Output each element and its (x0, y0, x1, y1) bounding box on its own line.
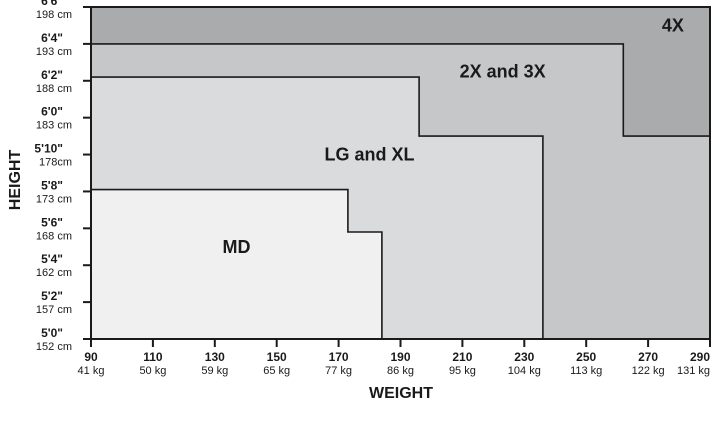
y-tick-sublabel: 173 cm (36, 193, 72, 205)
y-tick-label: 5'6" (41, 215, 63, 229)
y-tick-sublabel: 198 cm (36, 9, 72, 21)
region-label-4x: 4X (662, 15, 684, 35)
y-tick-label: 5'4" (41, 252, 63, 266)
y-tick-sublabel: 183 cm (36, 120, 72, 132)
y-tick-label: 6'2" (41, 68, 63, 82)
x-tick-sublabel: 77 kg (325, 365, 352, 377)
x-tick-sublabel: 131 kg (677, 365, 710, 377)
y-tick-label: 6'6" (41, 0, 63, 8)
x-tick-label: 110 (143, 350, 163, 364)
x-tick-label: 270 (638, 350, 658, 364)
x-tick-label: 230 (514, 350, 534, 364)
y-axis-title: HEIGHT (7, 150, 24, 211)
y-tick-sublabel: 152 cm (36, 341, 72, 353)
x-tick-label: 90 (84, 350, 98, 364)
x-tick-sublabel: 95 kg (449, 365, 476, 377)
y-tick-sublabel: 188 cm (36, 83, 72, 95)
y-tick-sublabel: 168 cm (36, 230, 72, 242)
y-tick-label: 6'0" (41, 105, 63, 119)
x-tick-sublabel: 122 kg (632, 365, 665, 377)
y-tick-label: 6'4" (41, 31, 63, 45)
x-tick-label: 130 (205, 350, 225, 364)
x-tick-sublabel: 113 kg (570, 365, 602, 377)
y-tick-label: 5'0" (41, 326, 63, 340)
x-tick-sublabel: 65 kg (263, 365, 290, 377)
y-axis-ticks: 5'0"152 cm 5'2"157 cm 5'4"162 cm 5'6"168 cm… (34, 0, 91, 353)
region-label-2x-and-3x: 2X and 3X (460, 62, 546, 82)
y-tick-label: 5'2" (41, 289, 63, 303)
x-tick-label: 210 (452, 350, 472, 364)
x-axis-title: WEIGHT (369, 385, 433, 402)
x-tick-sublabel: 41 kg (78, 365, 105, 377)
y-tick-sublabel: 157 cm (36, 304, 72, 316)
x-tick-sublabel: 59 kg (201, 365, 228, 377)
x-tick-label: 190 (390, 350, 410, 364)
size-regions (90, 6, 711, 340)
x-tick-sublabel: 86 kg (387, 365, 414, 377)
y-tick-sublabel: 162 cm (36, 267, 72, 279)
y-tick-label: 5'8" (41, 178, 63, 192)
x-tick-label: 250 (576, 350, 596, 364)
x-tick-label: 150 (267, 350, 287, 364)
y-tick-sublabel: 178cm (39, 157, 72, 169)
x-tick-sublabel: 50 kg (139, 365, 166, 377)
region-label-md: MD (222, 237, 250, 257)
region-label-lg-and-xl: LG and XL (325, 145, 415, 165)
x-tick-sublabel: 104 kg (508, 365, 541, 377)
y-tick-sublabel: 193 cm (36, 46, 72, 58)
y-tick-label: 5'10" (34, 142, 63, 156)
x-tick-label: 170 (329, 350, 349, 364)
region-labels: 4X 2X and 3X LG and XL MD (222, 15, 683, 256)
x-tick-label: 290 (690, 350, 710, 364)
region-md (90, 188, 383, 340)
